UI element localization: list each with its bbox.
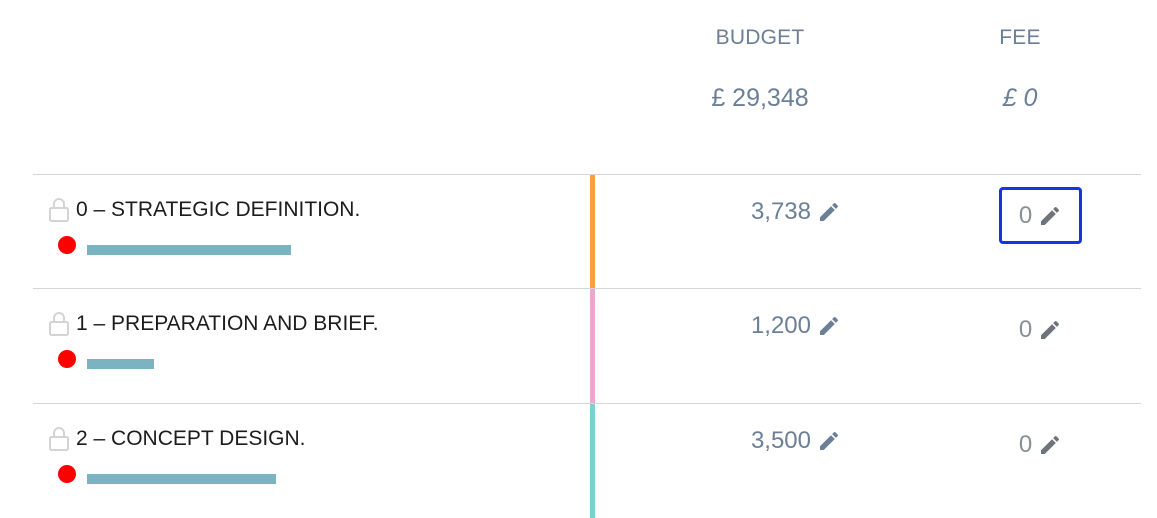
fee-total: £ 0 bbox=[1002, 84, 1038, 112]
pencil-icon[interactable] bbox=[1038, 318, 1062, 342]
fee-cell[interactable]: 0 bbox=[999, 301, 1082, 358]
stage-title: 1 – PREPARATION AND BRIEF. bbox=[76, 312, 379, 335]
stage-row: 1 – PREPARATION AND BRIEF. 1,200 0 bbox=[33, 288, 1141, 403]
budget-value: 3,500 bbox=[750, 427, 811, 454]
budget-header-label: BUDGET bbox=[715, 26, 805, 49]
stage-title: 2 – CONCEPT DESIGN. bbox=[76, 427, 306, 450]
stage-color-strip bbox=[590, 175, 595, 289]
progress-bar bbox=[87, 245, 291, 255]
lock-icon[interactable] bbox=[48, 311, 70, 337]
pencil-icon[interactable] bbox=[817, 314, 841, 338]
status-dot bbox=[58, 350, 76, 368]
stage-color-strip bbox=[590, 404, 595, 518]
fee-value: 0 bbox=[1018, 315, 1033, 343]
lock-icon[interactable] bbox=[48, 197, 70, 223]
stage-title: 0 – STRATEGIC DEFINITION. bbox=[76, 198, 361, 221]
stage-color-strip bbox=[590, 289, 595, 403]
stage-row: 2 – CONCEPT DESIGN. 3,500 0 bbox=[33, 403, 1141, 518]
pencil-icon[interactable] bbox=[1038, 204, 1062, 228]
budget-value: 3,738 bbox=[750, 198, 811, 225]
status-dot bbox=[58, 236, 76, 254]
budget-total: £ 29,348 bbox=[711, 84, 809, 112]
budget-cell[interactable]: 3,738 bbox=[751, 198, 841, 226]
fee-cell[interactable]: 0 bbox=[999, 187, 1082, 244]
budget-cell[interactable]: 3,500 bbox=[751, 427, 841, 455]
stage-row: 0 – STRATEGIC DEFINITION. 3,738 0 bbox=[33, 174, 1141, 289]
fee-cell[interactable]: 0 bbox=[999, 416, 1082, 473]
progress-bar bbox=[87, 474, 276, 484]
lock-icon[interactable] bbox=[48, 426, 70, 452]
status-dot bbox=[58, 465, 76, 483]
budget-cell[interactable]: 1,200 bbox=[751, 312, 841, 340]
budget-value: 1,200 bbox=[750, 312, 811, 339]
pencil-icon[interactable] bbox=[817, 429, 841, 453]
pencil-icon[interactable] bbox=[1038, 433, 1062, 457]
fee-header-label: FEE bbox=[999, 26, 1041, 49]
pencil-icon[interactable] bbox=[817, 200, 841, 224]
fee-value: 0 bbox=[1018, 201, 1033, 229]
progress-bar bbox=[87, 359, 154, 369]
fee-value: 0 bbox=[1018, 430, 1033, 458]
